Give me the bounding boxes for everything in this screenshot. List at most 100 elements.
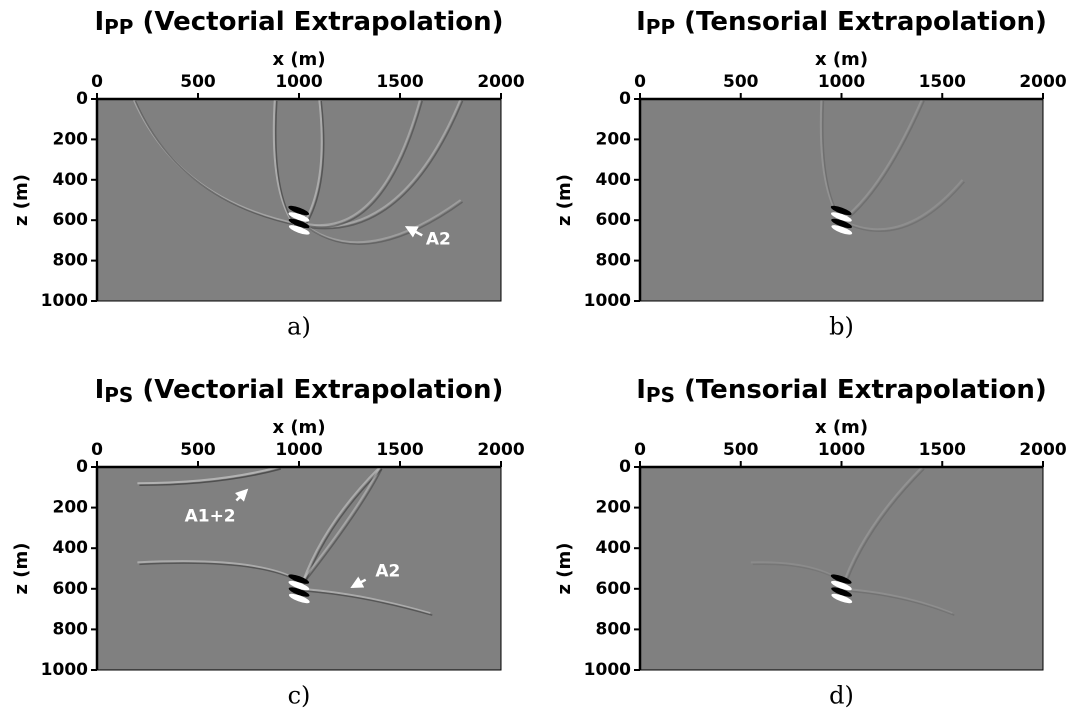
x-tick-label: 0 xyxy=(91,72,103,92)
image-area xyxy=(97,467,501,670)
title-main: I xyxy=(94,7,104,37)
y-label: z (m) xyxy=(554,174,575,226)
wavefront-light xyxy=(298,467,381,586)
y-tick-label: 0 xyxy=(619,457,631,477)
reflector-blob xyxy=(288,574,310,584)
x-tick-label: 1000 xyxy=(818,72,865,92)
title-rest: (Vectorial Extrapolation) xyxy=(133,375,503,405)
y-tick-label: 600 xyxy=(596,210,632,230)
wavefront-light xyxy=(298,99,422,227)
wavefront-dark xyxy=(300,201,464,245)
x-label: x (m) xyxy=(272,417,325,438)
x-tick-label: 0 xyxy=(634,72,646,92)
x-tick-label: 0 xyxy=(91,440,103,460)
x-tick-label: 500 xyxy=(723,72,759,92)
y-tick-label: 800 xyxy=(596,619,632,639)
x-tick-label: 2000 xyxy=(477,72,524,92)
x-tick-label: 1500 xyxy=(919,72,966,92)
title-sub: PS xyxy=(646,383,675,407)
y-label: z (m) xyxy=(554,543,575,595)
reflector-blob xyxy=(288,205,310,216)
wavefront-light xyxy=(298,587,431,615)
y-tick-label: 0 xyxy=(619,89,631,109)
y-tick-label: 600 xyxy=(53,210,89,230)
reflector-blob xyxy=(288,225,310,235)
title-rest: (Tensorial Extrapolation) xyxy=(675,7,1047,37)
wavefront-dark xyxy=(139,468,281,486)
reflector-blob xyxy=(288,580,310,591)
y-tick-label: 200 xyxy=(53,129,89,149)
x-tick-label: 0 xyxy=(634,440,646,460)
wavefront-light xyxy=(137,467,280,485)
panel-title: IPP (Tensorial Extrapolation) xyxy=(636,7,1047,39)
y-tick-label: 1000 xyxy=(41,291,88,311)
annotation-arrow xyxy=(404,226,423,238)
y-tick-label: 400 xyxy=(596,538,632,558)
reflector-blob xyxy=(288,587,310,597)
wavefield xyxy=(819,99,965,235)
reflector-blob xyxy=(288,593,310,604)
y-tick-label: 200 xyxy=(596,129,632,149)
annotation: A2 xyxy=(426,229,451,249)
title-rest: (Vectorial Extrapolation) xyxy=(133,7,503,37)
x-tick-label: 1000 xyxy=(818,440,865,460)
wavefront-dark xyxy=(300,468,383,588)
x-tick-label: 2000 xyxy=(1019,72,1066,92)
y-tick-label: 200 xyxy=(53,498,89,518)
caption: a) xyxy=(287,313,311,341)
annotation-arrow xyxy=(350,576,367,588)
title-sub: PP xyxy=(104,15,133,39)
x-tick-label: 1500 xyxy=(376,72,423,92)
y-tick-label: 1000 xyxy=(41,660,88,680)
annotation-arrow xyxy=(234,488,249,502)
panel-title: IPS (Vectorial Extrapolation) xyxy=(95,375,504,407)
reflector-blob xyxy=(831,587,852,597)
x-tick-label: 1500 xyxy=(919,440,966,460)
wavefield xyxy=(137,467,433,616)
annotation: A1+2 xyxy=(185,507,236,527)
title-main: I xyxy=(95,375,105,405)
reflector-blob xyxy=(831,225,853,235)
wavefield xyxy=(132,99,464,245)
title-main: I xyxy=(636,7,646,37)
wavefront-dark xyxy=(842,468,925,592)
reflector-blob xyxy=(831,593,853,604)
wavefront-light xyxy=(298,199,462,244)
image-area xyxy=(640,467,1043,670)
y-tick-label: 400 xyxy=(53,170,89,190)
image-area xyxy=(640,99,1043,301)
y-label: z (m) xyxy=(11,543,32,595)
x-tick-label: 500 xyxy=(180,440,216,460)
caption: c) xyxy=(288,682,311,710)
y-tick-label: 1000 xyxy=(584,660,631,680)
y-tick-label: 800 xyxy=(596,251,632,271)
caption: d) xyxy=(829,682,854,710)
y-tick-label: 200 xyxy=(596,498,632,518)
x-tick-label: 1000 xyxy=(275,72,322,92)
reflector-blob xyxy=(288,212,310,222)
reflector-blob xyxy=(830,205,852,216)
y-tick-label: 600 xyxy=(53,579,89,599)
y-label: z (m) xyxy=(11,174,32,226)
wavefront-dark xyxy=(300,100,423,228)
image-area xyxy=(97,99,501,301)
x-tick-label: 1000 xyxy=(275,440,322,460)
y-tick-label: 600 xyxy=(596,579,632,599)
reflector-blob xyxy=(831,218,852,229)
y-tick-label: 400 xyxy=(596,170,632,190)
x-label: x (m) xyxy=(815,49,868,70)
wavefield xyxy=(750,467,955,616)
y-tick-label: 0 xyxy=(76,89,88,109)
wavefront-dark xyxy=(300,590,433,616)
wavefront-light xyxy=(840,467,923,590)
y-tick-label: 400 xyxy=(53,538,89,558)
wavefront-light xyxy=(841,587,953,615)
y-tick-label: 800 xyxy=(53,251,89,271)
wavefront-dark xyxy=(843,590,955,616)
x-tick-label: 500 xyxy=(723,440,759,460)
x-tick-label: 500 xyxy=(180,72,216,92)
caption: b) xyxy=(829,313,854,341)
reflector-blob xyxy=(288,218,310,229)
panel-title: IPP (Vectorial Extrapolation) xyxy=(94,7,503,39)
